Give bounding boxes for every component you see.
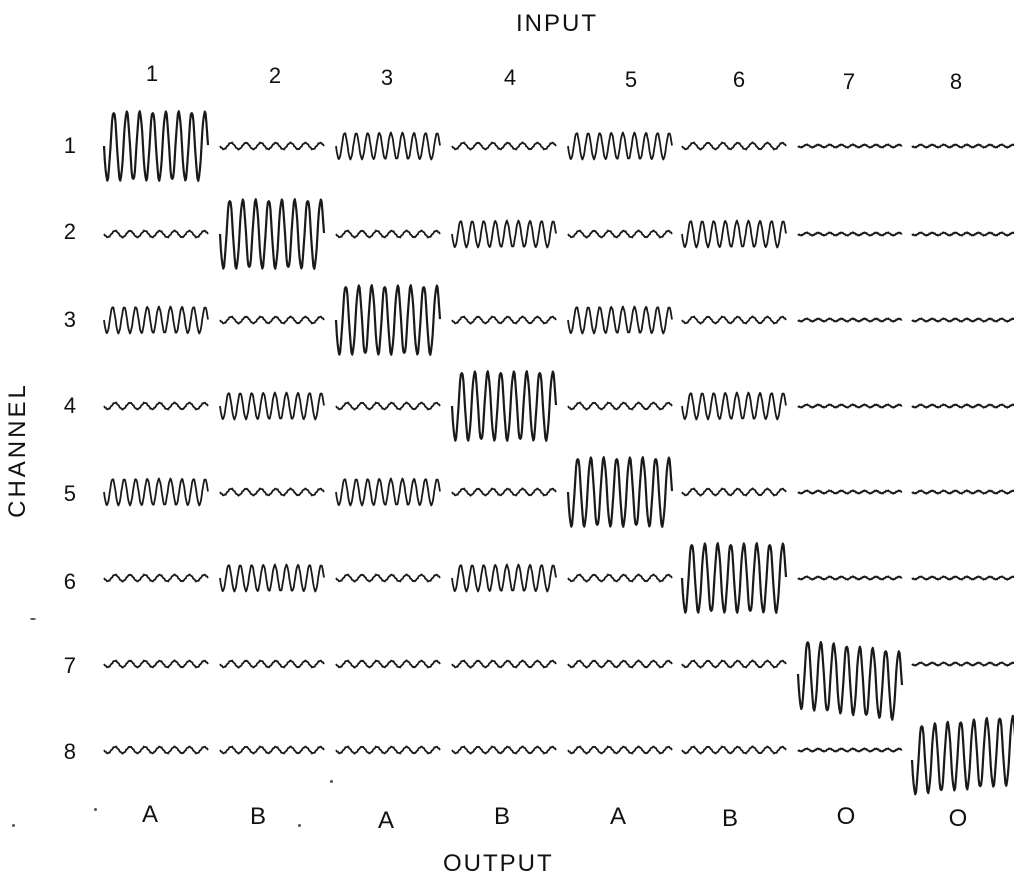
input-number-7: 7: [842, 69, 856, 94]
waveform-trace-ch7-in6: [681, 659, 787, 669]
waveform-trace-ch1-in4: [451, 141, 557, 151]
waveform-trace-ch4-in2: [219, 391, 325, 421]
waveform-trace-ch6-in2: [219, 563, 325, 593]
input-number-3: 3: [380, 65, 394, 90]
waveform-trace-ch6-in5: [567, 573, 673, 583]
waveform-trace-ch3-in7: [797, 317, 903, 323]
waveform-trace-ch8-in6: [681, 745, 787, 755]
waveform-trace-ch1-in2: [219, 141, 325, 151]
channel-number-1: 1: [63, 133, 76, 158]
waveform-trace-ch4-in5: [567, 401, 673, 411]
channel-number-7: 7: [63, 653, 76, 678]
waveform-trace-ch3-in5: [567, 305, 673, 335]
waveform-trace-ch2-in3: [335, 229, 441, 239]
waveform-trace-ch3-in8: [911, 317, 1014, 323]
waveform-trace-ch2-in7: [797, 231, 903, 237]
waveform-trace-ch5-in5: [566, 456, 674, 528]
waveform-trace-ch8-in7: [797, 747, 903, 753]
waveform-trace-ch4-in3: [335, 401, 441, 411]
waveform-trace-ch5-in6: [681, 487, 787, 497]
output-letter-1: A: [141, 801, 158, 828]
input-number-8: 8: [949, 69, 963, 94]
waveform-trace-ch8-in3: [335, 745, 441, 755]
waveform-trace-ch8-in5: [567, 745, 673, 755]
scan-speck: [330, 780, 333, 783]
waveform-trace-ch5-in2: [219, 487, 325, 497]
input-number-1: 1: [145, 61, 159, 86]
output-letter-6: B: [721, 805, 738, 832]
waveform-trace-ch6-in6: [680, 542, 788, 614]
waveform-trace-ch7-in5: [567, 659, 673, 669]
output-letter-2: B: [249, 803, 266, 830]
waveform-trace-ch3-in4: [451, 315, 557, 325]
waveform-trace-ch7-in3: [335, 659, 441, 669]
input-number-5: 5: [624, 67, 638, 92]
waveform-trace-ch8-in1: [103, 745, 209, 755]
waveform-trace-ch6-in3: [335, 573, 441, 583]
waveform-trace-ch8-in8: [910, 714, 1014, 796]
channel-number-5: 5: [63, 481, 76, 506]
output-letter-3: A: [377, 807, 394, 834]
waveform-trace-ch8-in2: [219, 745, 325, 755]
waveform-trace-ch7-in1: [103, 659, 209, 669]
channel-number-3: 3: [63, 307, 76, 332]
waveform-trace-ch4-in7: [797, 403, 903, 409]
waveform-trace-ch2-in8: [911, 231, 1014, 237]
waveform-trace-ch2-in2: [218, 198, 326, 270]
waveform-trace-ch5-in3: [335, 477, 441, 507]
output-letter-7: O: [836, 803, 856, 830]
scan-speck: [298, 824, 301, 827]
waveform-trace-ch4-in8: [911, 403, 1014, 409]
waveform-trace-ch1-in6: [681, 141, 787, 151]
output-letter-8: O: [948, 805, 968, 832]
waveform-trace-ch2-in6: [681, 219, 787, 249]
input-label: INPUT: [516, 10, 598, 37]
scan-speck: [12, 824, 15, 827]
waveform-trace-ch2-in5: [567, 229, 673, 239]
waveform-trace-ch5-in8: [911, 489, 1014, 495]
waveform-trace-ch7-in2: [219, 659, 325, 669]
waveform-trace-ch1-in3: [335, 131, 441, 161]
input-number-4: 4: [503, 65, 517, 90]
channel-number-6: 6: [63, 569, 76, 594]
waveform-trace-ch6-in1: [103, 573, 209, 583]
waveform-trace-ch3-in3: [334, 284, 442, 356]
waveform-trace-ch7-in7: [796, 641, 904, 721]
input-number-6: 6: [732, 67, 746, 92]
output-label: OUTPUT: [443, 850, 554, 877]
waveform-trace-ch3-in2: [219, 315, 325, 325]
waveform-trace-ch1-in5: [567, 131, 673, 161]
channel-number-2: 2: [63, 219, 76, 244]
waveform-trace-ch5-in4: [451, 487, 557, 497]
waveform-trace-ch5-in1: [103, 477, 209, 507]
waveform-trace-ch1-in8: [911, 143, 1014, 149]
output-letter-4: B: [493, 803, 510, 830]
waveform-trace-ch4-in1: [103, 401, 209, 411]
waveform-trace-ch6-in7: [797, 575, 903, 581]
waveform-trace-ch5-in7: [797, 489, 903, 495]
input-number-2: 2: [268, 63, 282, 88]
waveform-trace-ch8-in4: [451, 745, 557, 755]
waveform-trace-ch7-in8: [911, 661, 1014, 667]
waveform-trace-ch1-in1: [102, 110, 210, 182]
scan-speck: [94, 808, 97, 811]
channel-number-4: 4: [63, 393, 76, 418]
waveform-trace-ch6-in8: [911, 575, 1014, 581]
scan-speck: [30, 618, 36, 620]
channel-number-8: 8: [63, 739, 76, 764]
output-letter-5: A: [609, 803, 626, 830]
waveform-trace-ch6-in4: [451, 563, 557, 593]
waveform-trace-ch2-in1: [103, 229, 209, 239]
waveform-trace-ch1-in7: [797, 143, 903, 149]
waveform-trace-ch2-in4: [451, 219, 557, 249]
waveform-trace-ch7-in4: [451, 659, 557, 669]
waveform-trace-ch3-in1: [103, 305, 209, 335]
waveform-trace-ch3-in6: [681, 315, 787, 325]
waveform-trace-ch4-in4: [450, 370, 558, 442]
waveform-trace-ch4-in6: [681, 391, 787, 421]
